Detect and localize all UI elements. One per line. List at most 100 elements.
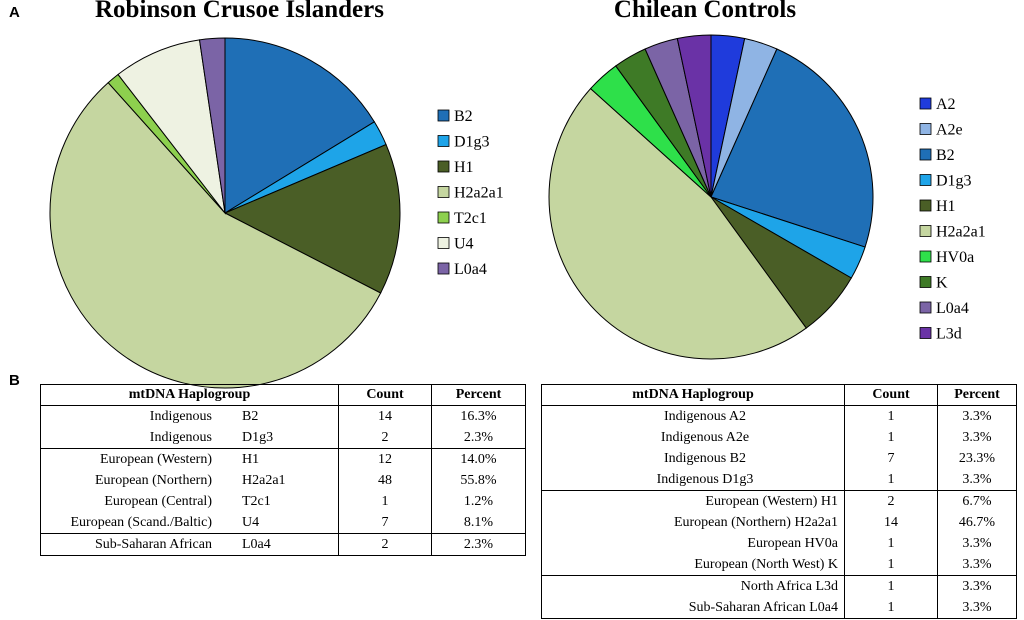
haplogroup-text: B2	[242, 408, 259, 424]
haplogroup-cell: Indigenous B2	[541, 448, 845, 469]
count-cell: 2	[338, 427, 432, 449]
haplogroup-text: U4	[242, 514, 260, 530]
pie-slice-islanders-b2	[224, 37, 376, 214]
table-row: Indigenous A2 1 3.3%	[541, 405, 1017, 427]
legend-label-islanders-b2: B2	[454, 108, 473, 125]
legend-swatch-controls-h1	[919, 199, 932, 212]
pie-slice-islanders-l0a4	[198, 37, 226, 214]
haplogroup-cell: Indigenous D1g3	[541, 469, 845, 491]
origin-text: Sub-Saharan African	[94, 536, 212, 552]
percent-cell: 46.7%	[937, 512, 1017, 533]
count-cell: 1	[844, 427, 938, 448]
haplogroup-text: T2c1	[242, 493, 271, 509]
percent-cell: 3.3%	[937, 427, 1017, 448]
legend-label-controls-l3d: L3d	[936, 326, 962, 343]
table-header-row: mtDNA Haplogroup Count Percent	[40, 384, 526, 406]
legend-label-controls-b2: B2	[936, 147, 955, 164]
legend-swatch-controls-hv0a	[919, 250, 932, 263]
pie-slice-controls-h2a2a1	[548, 87, 807, 360]
percent-cell: 14.0%	[431, 448, 526, 470]
percent-cell: 16.3%	[431, 405, 526, 427]
table-row: Indigenous B2 7 23.3%	[541, 448, 1017, 469]
table-row: Sub-Saharan African L0a4 2 2.3%	[40, 533, 526, 556]
header-percent: Percent	[937, 384, 1017, 406]
panel-label-a: A	[9, 4, 20, 21]
count-cell: 1	[844, 533, 938, 554]
percent-cell: 1.2%	[431, 491, 526, 512]
legend-swatch-controls-d1g3	[919, 174, 932, 186]
legend-label-controls-hv0a: HV0a	[936, 249, 974, 266]
percent-cell: 3.3%	[937, 597, 1017, 619]
pie-slice-controls-b2	[710, 48, 874, 248]
table-row: North Africa L3d 1 3.3%	[541, 575, 1017, 597]
origin-text: European (Central)	[104, 493, 212, 509]
header-haplogroup: mtDNA Haplogroup	[541, 384, 845, 406]
legend-label-islanders-t2c1: T2c1	[454, 210, 487, 227]
legend-label-islanders-u4: U4	[454, 236, 474, 253]
haplogroup-cell: European (Northern) H2a2a1	[541, 512, 845, 533]
legend-swatch-islanders-h1	[437, 160, 450, 173]
legend-label-controls-a2: A2	[936, 96, 956, 113]
count-cell: 48	[338, 470, 432, 491]
pie-title-controls: Chilean Controls	[613, 0, 797, 23]
percent-cell: 3.3%	[937, 575, 1017, 597]
legend-swatch-controls-l0a4	[919, 301, 932, 314]
legend-swatch-islanders-h2a2a1	[437, 186, 450, 198]
haplogroup-text: H2a2a1	[242, 472, 286, 488]
table-row: Sub-Saharan African L0a4 1 3.3%	[541, 597, 1017, 619]
legend-label-islanders-h2a2a1: H2a2a1	[454, 185, 504, 202]
pie-title-islanders: Robinson Crusoe Islanders	[95, 0, 384, 23]
legend-swatch-islanders-b2	[437, 109, 450, 122]
count-cell: 1	[844, 597, 938, 619]
panel-label-b: B	[9, 372, 20, 389]
table-controls: mtDNA Haplogroup Count Percent Indigenou…	[541, 384, 1017, 619]
haplogroup-cell: Indigenous A2	[541, 405, 845, 427]
pie-slice-islanders-h1	[223, 143, 401, 294]
legend-label-islanders-l0a4: L0a4	[454, 261, 487, 278]
pie-slice-controls-l3d	[676, 34, 712, 198]
haplogroup-cell: European (North West) K	[541, 554, 845, 576]
count-cell: 1	[338, 491, 432, 512]
haplogroup-text: L0a4	[242, 536, 271, 552]
legend-label-controls-k: K	[936, 275, 948, 292]
table-islanders: mtDNA Haplogroup Count Percent Indigenou…	[40, 384, 526, 556]
count-cell: 14	[844, 512, 938, 533]
haplogroup-cell: European HV0a	[541, 533, 845, 554]
origin-text: European (Western)	[100, 451, 212, 467]
table-row: European (Western) H1 12 14.0%	[40, 448, 526, 470]
count-cell: 7	[844, 448, 938, 469]
percent-cell: 55.8%	[431, 470, 526, 491]
header-haplogroup: mtDNA Haplogroup	[40, 384, 339, 406]
haplogroup-cell: European (Western) H1	[40, 448, 339, 470]
table-row: European (Northern) H2a2a1 14 46.7%	[541, 512, 1017, 533]
table-row: European (Northern) H2a2a1 48 55.8%	[40, 470, 526, 491]
percent-cell: 8.1%	[431, 512, 526, 534]
origin-text: European (Scand./Baltic)	[70, 514, 212, 530]
percent-cell: 3.3%	[937, 405, 1017, 427]
haplogroup-cell: European (Scand./Baltic) U4	[40, 512, 339, 534]
origin-text: European (Northern)	[94, 472, 212, 488]
legend-label-controls-h2a2a1: H2a2a1	[936, 224, 986, 241]
origin-text: Indigenous	[149, 408, 212, 424]
legend-swatch-controls-a2	[919, 97, 932, 110]
haplogroup-cell: Sub-Saharan African L0a4	[40, 533, 339, 556]
legend-label-controls-a2e: A2e	[936, 122, 963, 139]
header-count: Count	[338, 384, 432, 406]
legend-label-controls-d1g3: D1g3	[936, 173, 972, 190]
legend-swatch-controls-a2e	[919, 123, 932, 135]
count-cell: 2	[338, 533, 432, 556]
percent-cell: 3.3%	[937, 554, 1017, 576]
legend-swatch-islanders-t2c1	[437, 211, 450, 224]
count-cell: 1	[844, 405, 938, 427]
legend-swatch-islanders-l0a4	[437, 262, 450, 275]
haplogroup-text: D1g3	[242, 429, 274, 445]
legend-swatch-controls-h2a2a1	[919, 225, 932, 237]
count-cell: 14	[338, 405, 432, 427]
table-row: Indigenous D1g3 1 3.3%	[541, 469, 1017, 491]
percent-cell: 3.3%	[937, 533, 1017, 554]
count-cell: 7	[338, 512, 432, 534]
count-cell: 1	[844, 554, 938, 576]
legend-label-controls-h1: H1	[936, 198, 956, 215]
percent-cell: 3.3%	[937, 469, 1017, 491]
table-row: Indigenous A2e 1 3.3%	[541, 427, 1017, 448]
